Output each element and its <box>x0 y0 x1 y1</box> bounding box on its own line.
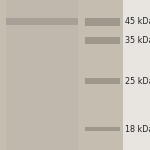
Bar <box>6 0 78 150</box>
Bar <box>6 18 78 25</box>
Text: 25 kDa: 25 kDa <box>125 76 150 85</box>
Text: 45 kDa: 45 kDa <box>125 17 150 26</box>
Bar <box>85 37 120 44</box>
Bar <box>85 78 120 84</box>
Bar <box>123 0 150 150</box>
Text: 35 kDa: 35 kDa <box>125 36 150 45</box>
Text: 18 kDa: 18 kDa <box>125 124 150 134</box>
Bar <box>85 127 120 131</box>
Bar <box>85 18 120 26</box>
